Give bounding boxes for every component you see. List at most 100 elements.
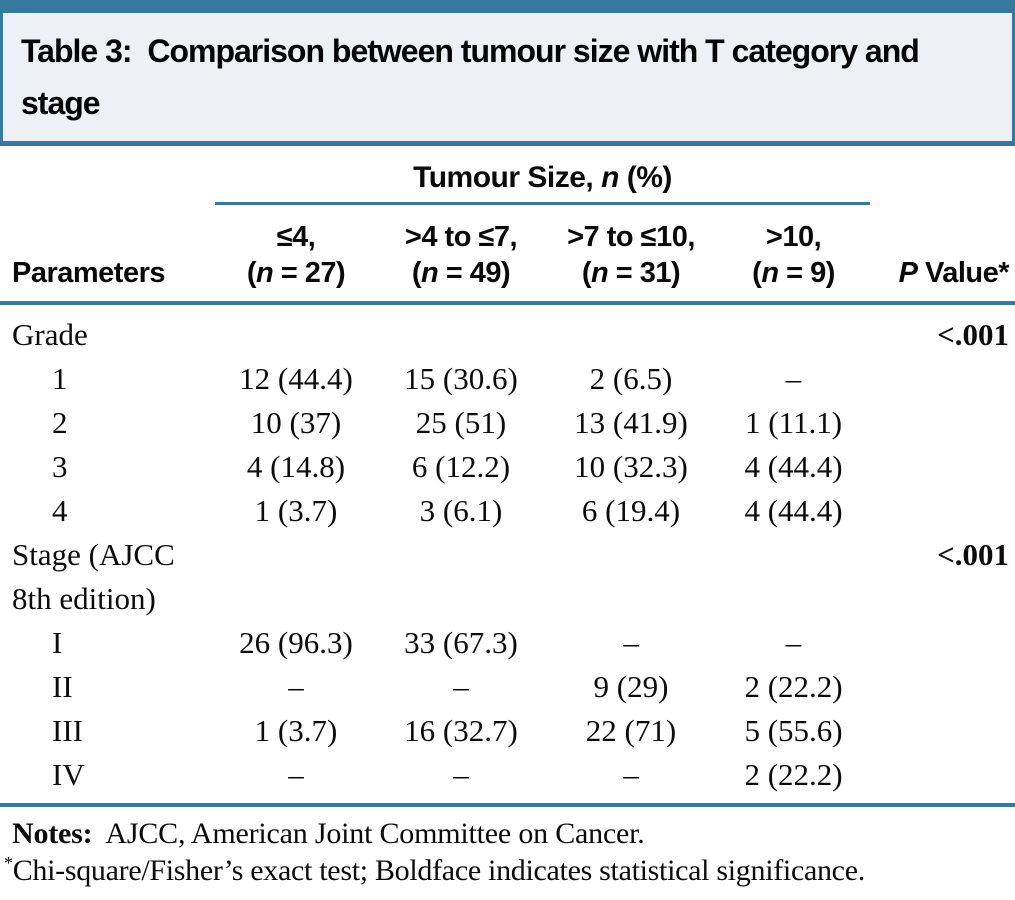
size-column-header-4: >10, (n = 9) <box>717 203 871 305</box>
p-value-cell: <.001 <box>937 537 1010 572</box>
p-value-cell <box>870 401 1015 445</box>
spacer-cell <box>0 146 215 204</box>
size-range: >10, <box>765 221 822 253</box>
notes-label: Notes: <box>12 817 93 850</box>
size-column-header-3: >7 to ≤10, (n = 31) <box>545 203 717 305</box>
p-value-cell <box>870 489 1015 533</box>
p-italic: P <box>898 257 918 289</box>
data-cell: – <box>623 625 639 660</box>
data-cell: 22 (71) <box>585 713 677 748</box>
data-cell: 1 (3.7) <box>254 713 338 748</box>
size-n-count: = 49) <box>438 257 511 289</box>
group-header-n: n <box>601 161 619 194</box>
table-title-block: Table 3: Comparison between tumour size … <box>0 0 1015 146</box>
data-cell: 9 (29) <box>593 669 669 704</box>
p-value-cell <box>870 665 1015 709</box>
row-label: 3 <box>52 449 68 484</box>
data-cell: – <box>785 361 802 396</box>
data-cell: 33 (67.3) <box>404 625 518 660</box>
row-label: 1 <box>52 361 68 396</box>
size-n-open: ( <box>752 257 762 289</box>
data-cell: 4 (44.4) <box>744 493 843 528</box>
size-column-header-1: ≤4, (n = 27) <box>215 203 377 305</box>
size-n-open: ( <box>246 257 257 289</box>
group-header-text: Tumour Size, <box>413 161 602 194</box>
data-cell: 2 (22.2) <box>744 757 843 792</box>
size-n-count: = 31) <box>608 257 681 289</box>
p-value-cell <box>870 621 1015 665</box>
notes-line: Notes: AJCC, American Joint Committee on… <box>0 815 1015 852</box>
notes-text: AJCC, American Joint Committee on Cancer… <box>92 817 645 850</box>
size-n-count: = 27) <box>273 257 346 289</box>
data-cell: 13 (41.9) <box>574 405 688 440</box>
data-cell: 26 (96.3) <box>239 625 353 660</box>
notes-section: Notes: AJCC, American Joint Committee on… <box>0 807 1015 889</box>
table-row-stage-i: I 26 (96.3) 33 (67.3) – – <box>0 621 1015 665</box>
group-header: Tumour Size, n (%) <box>215 146 871 205</box>
parameters-header: Parameters <box>0 203 215 305</box>
data-cell: 4 (14.8) <box>246 449 346 484</box>
table-row-grade: Grade <.001 <box>0 303 1015 357</box>
footnote-text: Chi-square/Fisher’s exact test; Boldface… <box>12 854 866 887</box>
p-value-rest: Value* <box>917 257 1010 289</box>
row-label: 2 <box>52 405 68 440</box>
p-value-cell <box>870 357 1015 401</box>
table-title: Table 3: Comparison between tumour size … <box>21 33 920 121</box>
data-cell <box>215 303 377 357</box>
table-row-stage-iv: IV – – – 2 (22.2) <box>0 753 1015 805</box>
data-cell <box>215 533 377 621</box>
data-cell <box>377 303 545 357</box>
size-n-count: = 9) <box>778 257 835 289</box>
row-label: III <box>52 713 83 748</box>
size-n: n <box>420 257 439 289</box>
table-row-stage-ii: II – – 9 (29) 2 (22.2) <box>0 665 1015 709</box>
data-cell: 10 (37) <box>250 405 342 440</box>
p-value-cell: <.001 <box>937 317 1010 352</box>
p-value-cell <box>870 753 1015 805</box>
data-cell: – <box>288 669 304 704</box>
p-value-cell <box>870 445 1015 489</box>
table-row-grade-3: 3 4 (14.8) 6 (12.2) 10 (32.3) 4 (44.4) <box>0 445 1015 489</box>
data-cell: 5 (55.6) <box>744 713 843 748</box>
data-cell: – <box>623 757 639 792</box>
data-cell: 1 (3.7) <box>254 493 338 528</box>
data-cell: 1 (11.1) <box>745 405 843 440</box>
size-n: n <box>761 257 779 289</box>
data-cell: – <box>453 669 469 704</box>
size-range: ≤4, <box>276 221 316 253</box>
table-row-stage: Stage (AJCC 8th edition) <.001 <box>0 533 1015 621</box>
size-n: n <box>590 257 609 289</box>
table-row-grade-1: 1 12 (44.4) 15 (30.6) 2 (6.5) – <box>0 357 1015 401</box>
column-header-row: Parameters ≤4, (n = 27) >4 to ≤7, (n = 49)… <box>0 203 1015 305</box>
data-cell: 2 (22.2) <box>744 669 843 704</box>
data-cell: 16 (32.7) <box>404 713 518 748</box>
data-cell: 6 (19.4) <box>581 493 681 528</box>
footnote-marker: * <box>4 853 13 873</box>
row-label: I <box>52 625 63 660</box>
data-cell <box>545 533 717 621</box>
data-cell: 6 (12.2) <box>411 449 511 484</box>
data-cell: – <box>288 757 304 792</box>
data-cell <box>545 303 717 357</box>
table-row-grade-4: 4 1 (3.7) 3 (6.1) 6 (19.4) 4 (44.4) <box>0 489 1015 533</box>
row-label: Stage (AJCC 8th edition) <box>12 537 175 616</box>
data-cell: – <box>785 625 802 660</box>
data-cell: 4 (44.4) <box>744 449 843 484</box>
data-cell: 2 (6.5) <box>589 361 673 396</box>
data-cell: 15 (30.6) <box>404 361 518 396</box>
data-cell <box>717 533 870 621</box>
data-cell: 3 (6.1) <box>419 493 503 528</box>
row-label: IV <box>52 757 85 792</box>
data-cell: – <box>453 757 469 792</box>
row-label: 4 <box>52 493 68 528</box>
row-label: II <box>52 669 73 704</box>
table-row-stage-iii: III 1 (3.7) 16 (32.7) 22 (71) 5 (55.6) <box>0 709 1015 753</box>
group-header-suffix: (%) <box>618 161 673 194</box>
data-table: Tumour Size, n (%) Parameters ≤4, (n = 27… <box>0 146 1015 807</box>
size-range: >4 to ≤7, <box>404 221 518 253</box>
size-n-open: ( <box>581 257 592 289</box>
size-range: >7 to ≤10, <box>567 221 695 253</box>
data-cell <box>717 303 870 357</box>
size-column-header-2: >4 to ≤7, (n = 49) <box>377 203 545 305</box>
